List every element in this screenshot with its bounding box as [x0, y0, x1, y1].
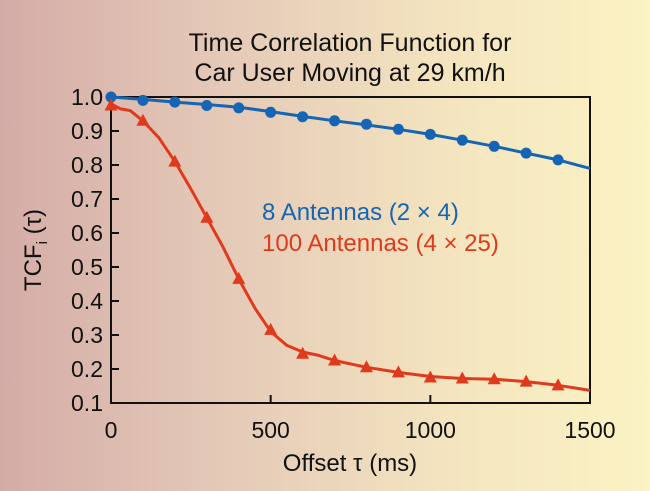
- y-tick-label: 0.9: [71, 118, 103, 144]
- y-tick-label: 0.8: [71, 152, 103, 178]
- data-point-circle: [456, 134, 468, 146]
- x-tick-label: 0: [105, 417, 118, 443]
- y-axis: 1.0 0.9 0.8 0.7 0.6 0.5 0.4 0.3 0.2 0.1: [71, 84, 119, 416]
- series-line-8-antennas: [110, 95, 591, 170]
- data-point-triangle: [391, 365, 405, 378]
- data-point-circle: [392, 123, 404, 135]
- y-tick-label: 0.3: [71, 322, 103, 348]
- chart-title-line-1: Time Correlation Function for: [189, 29, 512, 57]
- y-tick-label: 0.6: [71, 220, 103, 246]
- y-tick-label: 1.0: [71, 84, 103, 110]
- data-point-triangle: [232, 271, 246, 284]
- y-tick-label: 0.1: [71, 390, 103, 416]
- data-point-triangle: [423, 370, 437, 383]
- y-axis-label: TCFi (τ): [20, 209, 51, 291]
- y-axis-label-argument: (τ): [20, 209, 47, 241]
- legend-entry-100-antennas: 100 Antennas (4 × 25): [262, 230, 499, 257]
- data-point-circle: [329, 115, 341, 127]
- y-tick-label: 0.7: [71, 186, 103, 212]
- x-tick-label: 1000: [405, 417, 456, 443]
- data-point-circle: [233, 102, 245, 114]
- x-tick-label: 1500: [564, 417, 615, 443]
- data-point-circle: [360, 118, 372, 130]
- x-axis-label: Offset τ (ms): [283, 450, 417, 477]
- data-point-triangle: [455, 371, 469, 384]
- data-point-triangle: [264, 322, 278, 335]
- data-point-circle: [520, 147, 532, 159]
- series-line-100-antennas: [110, 102, 591, 392]
- data-point-triangle: [296, 346, 310, 359]
- y-tick-label: 0.4: [71, 288, 103, 314]
- data-point-triangle: [104, 98, 118, 111]
- legend-entry-8-antennas: 8 Antennas (2 × 4): [262, 199, 459, 226]
- y-tick-label: 0.2: [71, 356, 103, 382]
- y-axis-label-subscript: i: [34, 241, 51, 244]
- data-point-circle: [424, 128, 436, 140]
- plot-frame: [110, 96, 591, 404]
- data-point-circle: [105, 91, 117, 103]
- data-point-circle: [169, 96, 181, 108]
- data-point-circle: [297, 111, 309, 123]
- data-point-triangle: [551, 378, 565, 391]
- data-point-triangle: [519, 374, 533, 387]
- data-point-triangle: [359, 360, 373, 373]
- data-point-triangle: [168, 154, 182, 167]
- data-point-triangle: [136, 113, 150, 126]
- x-tick-label: 500: [251, 417, 289, 443]
- data-point-triangle: [328, 353, 342, 366]
- y-tick-label: 0.5: [71, 254, 103, 280]
- data-point-circle: [552, 154, 564, 166]
- y-axis-label-main: TCF: [20, 244, 47, 291]
- data-point-triangle: [200, 210, 214, 223]
- data-point-triangle: [487, 372, 501, 385]
- x-axis: 0 500 1000 1500: [105, 395, 616, 443]
- chart-title-line-2: Car User Moving at 29 km/h: [194, 59, 505, 87]
- data-point-circle: [488, 140, 500, 152]
- data-point-circle: [265, 106, 277, 118]
- data-point-circle: [201, 100, 213, 111]
- data-point-circle: [137, 94, 149, 106]
- plot-area: [104, 91, 591, 392]
